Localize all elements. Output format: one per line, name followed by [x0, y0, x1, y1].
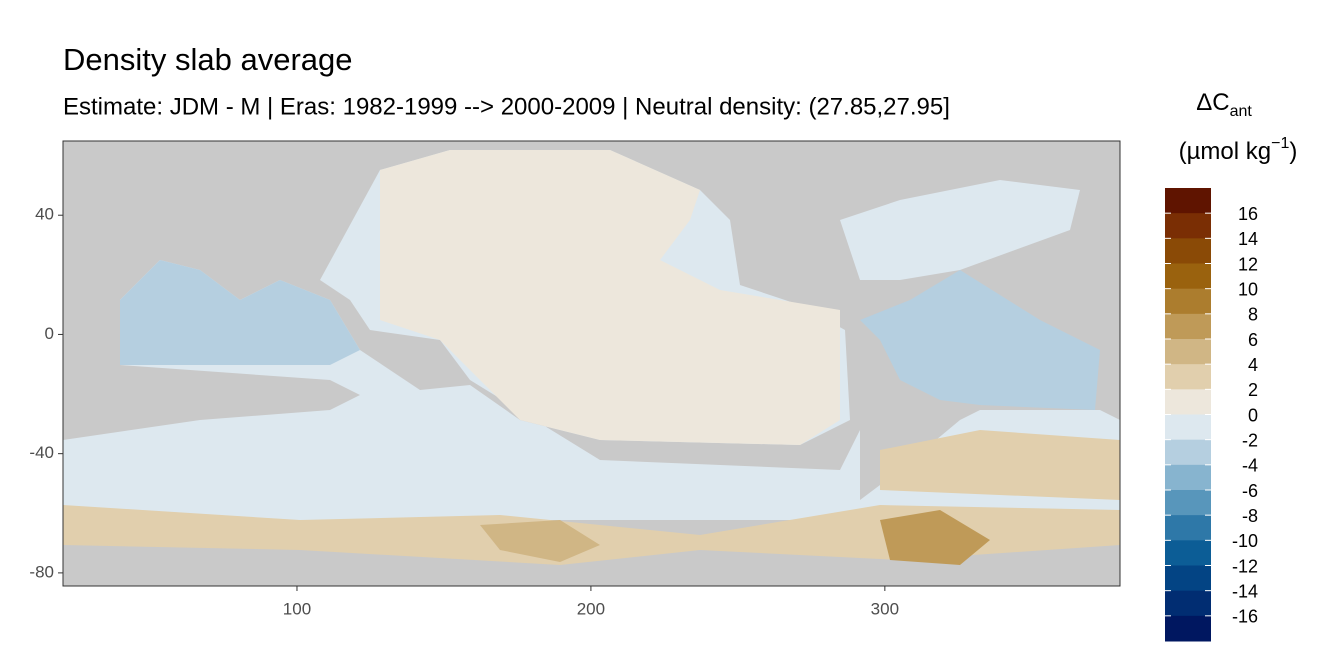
chart-title: Density slab average [63, 42, 353, 77]
y-tick-label: -80 [29, 562, 54, 581]
legend-label: 14 [1238, 229, 1258, 249]
legend-title: ΔCant [1196, 89, 1252, 120]
x-tick-label: 200 [577, 599, 605, 618]
legend-label: 0 [1248, 405, 1258, 425]
legend-title-main: ΔC [1196, 89, 1229, 116]
legend-label: -2 [1242, 430, 1258, 450]
legend-label: 16 [1238, 204, 1258, 224]
x-tick-label: 100 [283, 599, 311, 618]
legend-unit-sup: −1 [1271, 135, 1289, 152]
panel-border [62, 140, 1121, 587]
legend-swatch [1165, 188, 1211, 214]
legend-swatch [1165, 313, 1211, 340]
legend-unit-pre: (µmol kg [1179, 138, 1272, 165]
legend-swatch [1165, 464, 1211, 491]
legend-label: -6 [1242, 481, 1258, 501]
legend-label: -4 [1242, 456, 1258, 476]
ocean-region [380, 150, 840, 445]
y-tick-label: -40 [29, 443, 54, 462]
ocean-region [880, 430, 1120, 500]
y-tick-label: 0 [45, 324, 54, 343]
ocean-region [860, 270, 1100, 410]
legend-swatch [1165, 339, 1211, 365]
legend-swatch [1165, 288, 1211, 315]
legend-swatch [1165, 615, 1211, 642]
legend-label: -12 [1232, 556, 1258, 576]
legend-swatch [1165, 389, 1211, 415]
x-tick-label: 300 [871, 599, 899, 618]
ocean-region [480, 520, 600, 562]
legend-swatch [1165, 490, 1211, 516]
legend-label: 4 [1248, 355, 1258, 375]
ocean-region [120, 260, 360, 365]
map [62, 140, 1121, 587]
ocean-region [880, 510, 990, 565]
y-tick-label: 40 [35, 205, 54, 224]
legend-swatch [1165, 238, 1211, 264]
legend-label: 12 [1238, 254, 1258, 274]
legend-swatch [1165, 213, 1211, 239]
legend-label: -14 [1232, 581, 1258, 601]
legend-label: 2 [1248, 380, 1258, 400]
ocean-region [840, 180, 1080, 280]
legend-label: 6 [1248, 330, 1258, 350]
legend-swatch [1165, 590, 1211, 617]
legend-unit-post: ) [1289, 138, 1297, 165]
chart-subtitle: Estimate: JDM - M | Eras: 1982-1999 --> … [63, 93, 950, 120]
legend-label: -10 [1232, 531, 1258, 551]
legend-label: 8 [1248, 305, 1258, 325]
legend-label: -16 [1232, 607, 1258, 627]
legend-swatch [1165, 565, 1211, 592]
legend-swatch [1165, 540, 1211, 566]
legend-swatch [1165, 515, 1211, 541]
legend-unit: (µmol kg−1) [1179, 135, 1298, 165]
legend-label: -8 [1242, 506, 1258, 526]
legend-swatch [1165, 439, 1211, 466]
legend-swatch [1165, 263, 1211, 290]
ocean-region [63, 505, 1120, 565]
legend-swatch [1165, 414, 1211, 441]
legend-swatch [1165, 364, 1211, 390]
legend-label: 10 [1238, 279, 1258, 299]
legend-title-sub: ant [1230, 103, 1253, 120]
